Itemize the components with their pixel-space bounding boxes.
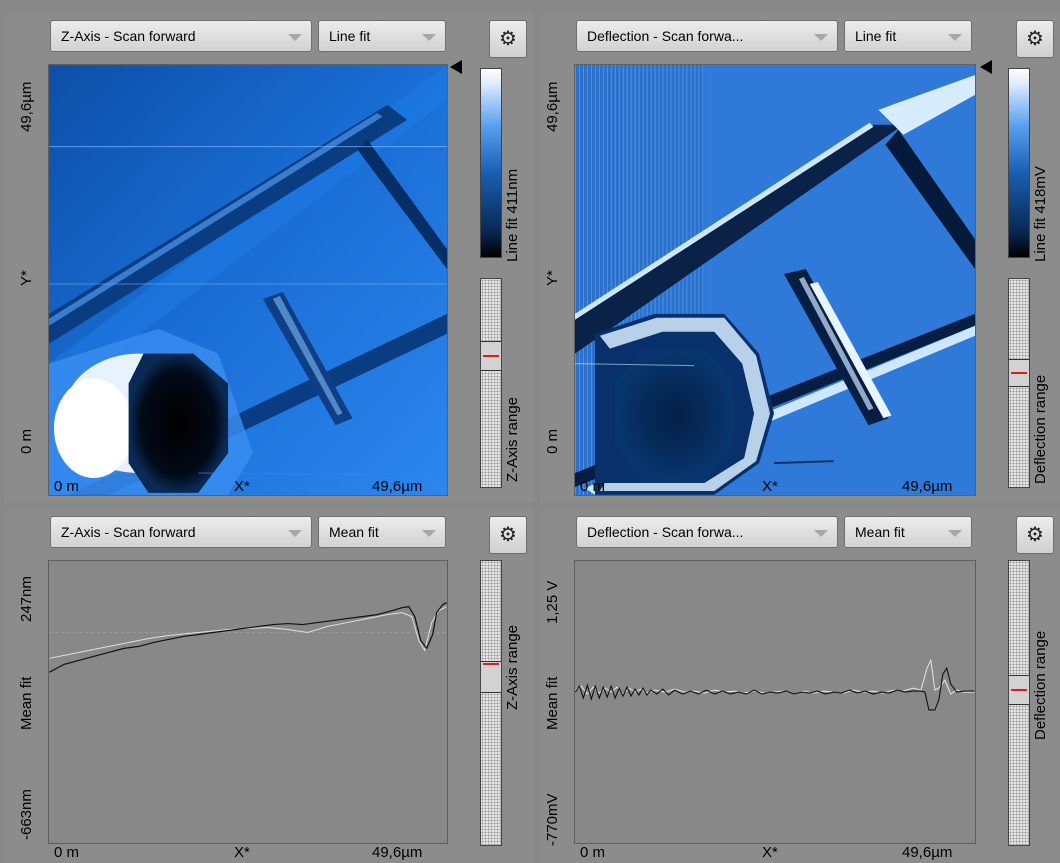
- chevron-down-icon: [422, 530, 436, 537]
- y-axis-max-label: 49,6µm: [544, 82, 561, 132]
- z-axis-range-slider[interactable]: [480, 278, 502, 488]
- chevron-down-icon: [814, 34, 828, 41]
- channel-select[interactable]: Deflection - Scan forwa...: [576, 20, 838, 52]
- colorbar-label: Line fit 418mV: [1032, 166, 1049, 262]
- channel-select[interactable]: Deflection - Scan forwa...: [576, 516, 838, 548]
- z-axis-image[interactable]: [48, 64, 448, 496]
- chevron-down-icon: [288, 34, 302, 41]
- y-axis-title: Y*: [544, 270, 561, 286]
- y-axis-min-label: 0 m: [18, 429, 35, 454]
- filter-select-value: Line fit: [329, 28, 370, 44]
- x-axis-min-label: 0 m: [54, 478, 79, 495]
- channel-select[interactable]: Z-Axis - Scan forward: [50, 20, 312, 52]
- filter-select[interactable]: Mean fit: [318, 516, 446, 548]
- filter-select-value: Mean fit: [855, 524, 905, 540]
- deflection-image[interactable]: [574, 64, 976, 496]
- y-axis-max-label: 1,25 V: [544, 581, 561, 624]
- chevron-down-icon: [422, 34, 436, 41]
- range-slider-handle[interactable]: [481, 341, 501, 371]
- range-marker: [1011, 689, 1027, 691]
- x-axis-max-label: 49,6µm: [372, 478, 422, 495]
- x-axis-title: X*: [234, 844, 250, 861]
- y-axis-max-label: 49,6µm: [18, 82, 35, 132]
- y-axis-title: Mean fit: [544, 677, 561, 730]
- gear-icon: ⚙: [1026, 28, 1044, 50]
- range-marker: [483, 663, 499, 665]
- chevron-down-icon: [948, 530, 962, 537]
- deflection-profile-panel: Deflection - Scan forwa... Mean fit ⚙ 1,…: [540, 510, 1060, 863]
- settings-button[interactable]: ⚙: [1016, 20, 1054, 58]
- filter-select-value: Mean fit: [329, 524, 379, 540]
- y-axis-title: Y*: [18, 270, 35, 286]
- scan-position-marker[interactable]: [980, 60, 992, 74]
- settings-button[interactable]: ⚙: [1016, 516, 1054, 554]
- range-slider-handle[interactable]: [1009, 675, 1029, 705]
- colorbar-label: Line fit 411nm: [504, 169, 521, 262]
- range-slider-handle[interactable]: [1009, 359, 1029, 387]
- settings-button[interactable]: ⚙: [489, 516, 527, 554]
- x-axis-title: X*: [762, 844, 778, 861]
- chevron-down-icon: [948, 34, 962, 41]
- chevron-down-icon: [288, 530, 302, 537]
- z-axis-range-slider[interactable]: [480, 560, 502, 846]
- x-axis-max-label: 49,6µm: [372, 844, 422, 861]
- x-axis-title: X*: [762, 478, 778, 495]
- filter-select[interactable]: Mean fit: [844, 516, 972, 548]
- filter-select[interactable]: Line fit: [844, 20, 972, 52]
- channel-select[interactable]: Z-Axis - Scan forward: [50, 516, 312, 548]
- range-slider-handle[interactable]: [481, 661, 501, 693]
- y-axis-min-label: -770mV: [544, 793, 561, 846]
- filter-select-value: Line fit: [855, 28, 896, 44]
- gear-icon: ⚙: [499, 28, 517, 50]
- scan-position-marker[interactable]: [450, 60, 462, 74]
- range-label: Z-Axis range: [504, 397, 521, 482]
- x-axis-max-label: 49,6µm: [902, 844, 952, 861]
- z-axis-profile-plot[interactable]: [48, 560, 448, 844]
- deflection-image-panel: Deflection - Scan forwa... Line fit ⚙ 49…: [540, 14, 1060, 502]
- color-scale-bar: [1008, 68, 1030, 258]
- range-label: Deflection range: [1032, 375, 1049, 484]
- z-axis-image-panel: Z-Axis - Scan forward Line fit ⚙ 49,6µm …: [4, 14, 534, 502]
- x-axis-max-label: 49,6µm: [902, 478, 952, 495]
- x-axis-min-label: 0 m: [54, 844, 79, 861]
- range-marker: [1011, 372, 1027, 374]
- y-axis-min-label: -663nm: [18, 789, 35, 840]
- channel-select-value: Deflection - Scan forwa...: [587, 28, 743, 44]
- gear-icon: ⚙: [1026, 524, 1044, 546]
- channel-select-value: Z-Axis - Scan forward: [61, 28, 196, 44]
- x-axis-min-label: 0 m: [580, 478, 605, 495]
- x-axis-min-label: 0 m: [580, 844, 605, 861]
- chevron-down-icon: [814, 530, 828, 537]
- y-axis-max-label: 247nm: [18, 576, 35, 622]
- settings-button[interactable]: ⚙: [489, 20, 527, 58]
- deflection-range-slider[interactable]: [1008, 278, 1030, 488]
- deflection-profile-plot[interactable]: [574, 560, 976, 844]
- deflection-range-slider[interactable]: [1008, 560, 1030, 846]
- color-scale-bar: [480, 68, 502, 258]
- channel-select-value: Z-Axis - Scan forward: [61, 524, 196, 540]
- gear-icon: ⚙: [499, 524, 517, 546]
- range-marker: [483, 355, 499, 357]
- z-axis-profile-panel: Z-Axis - Scan forward Mean fit ⚙ 247nm M…: [4, 510, 534, 863]
- range-label: Z-Axis range: [504, 625, 521, 710]
- filter-select[interactable]: Line fit: [318, 20, 446, 52]
- x-axis-title: X*: [234, 478, 250, 495]
- range-label: Deflection range: [1032, 631, 1049, 740]
- y-axis-min-label: 0 m: [544, 429, 561, 454]
- channel-select-value: Deflection - Scan forwa...: [587, 524, 743, 540]
- y-axis-title: Mean fit: [18, 677, 35, 730]
